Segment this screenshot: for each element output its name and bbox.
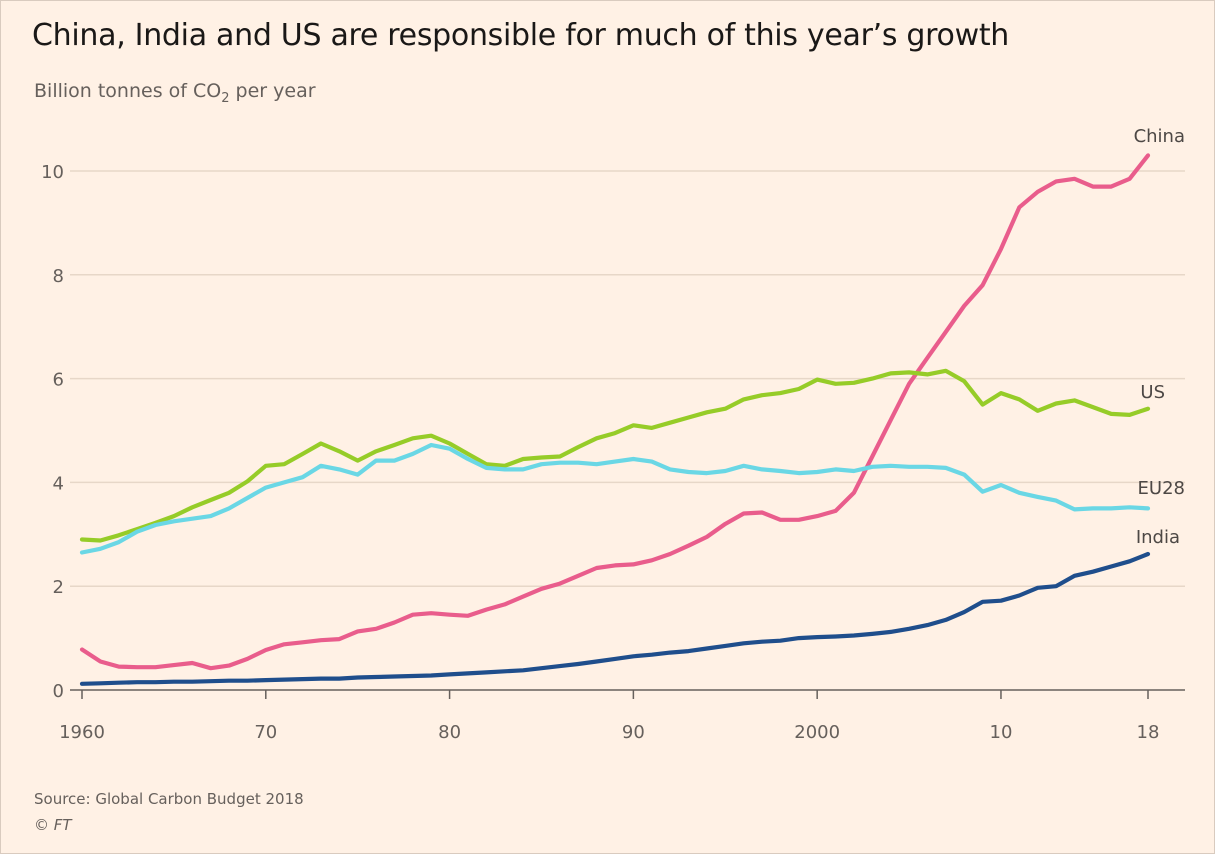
y-tick-label: 10 — [41, 162, 64, 183]
x-tick-label: 18 — [1137, 722, 1160, 743]
series-line-eu28 — [79, 442, 1151, 555]
y-tick-label: 4 — [53, 473, 64, 494]
y-tick-label: 2 — [53, 577, 64, 598]
copyright-note: © FT — [34, 816, 72, 834]
series-layer — [79, 153, 1151, 686]
series-label-us: US — [1140, 382, 1165, 403]
subtitle-prefix: Billion tonnes of CO — [34, 80, 222, 102]
series-label-eu28: EU28 — [1138, 478, 1185, 499]
source-note: Source: Global Carbon Budget 2018 — [34, 790, 304, 808]
series-line-india — [79, 551, 1151, 686]
x-tick-label: 2000 — [794, 722, 840, 743]
chart-subtitle: Billion tonnes of CO2 per year — [34, 80, 316, 106]
axis-layer: 0 2 4 6 8 10 1960 70 80 90 2000 10 18 — [41, 162, 1185, 743]
grid-layer — [70, 170, 1185, 587]
series-line-china — [79, 153, 1151, 671]
series-label-india: India — [1136, 527, 1180, 548]
series-label-china: China — [1134, 126, 1185, 147]
x-tick-label: 10 — [990, 722, 1013, 743]
chart-title: China, India and US are responsible for … — [32, 18, 1010, 53]
subtitle-suffix: per year — [229, 80, 316, 102]
x-tick-label: 1960 — [59, 722, 105, 743]
subtitle-subscript: 2 — [221, 90, 230, 106]
label-layer: China US EU28 India — [1134, 126, 1185, 548]
y-tick-label: 0 — [53, 681, 64, 702]
y-tick-label: 8 — [53, 266, 64, 287]
series-line-us — [79, 368, 1151, 543]
x-tick-label: 70 — [254, 722, 277, 743]
x-tick-label: 80 — [438, 722, 461, 743]
x-tick-label: 90 — [622, 722, 645, 743]
y-tick-label: 6 — [53, 370, 64, 391]
